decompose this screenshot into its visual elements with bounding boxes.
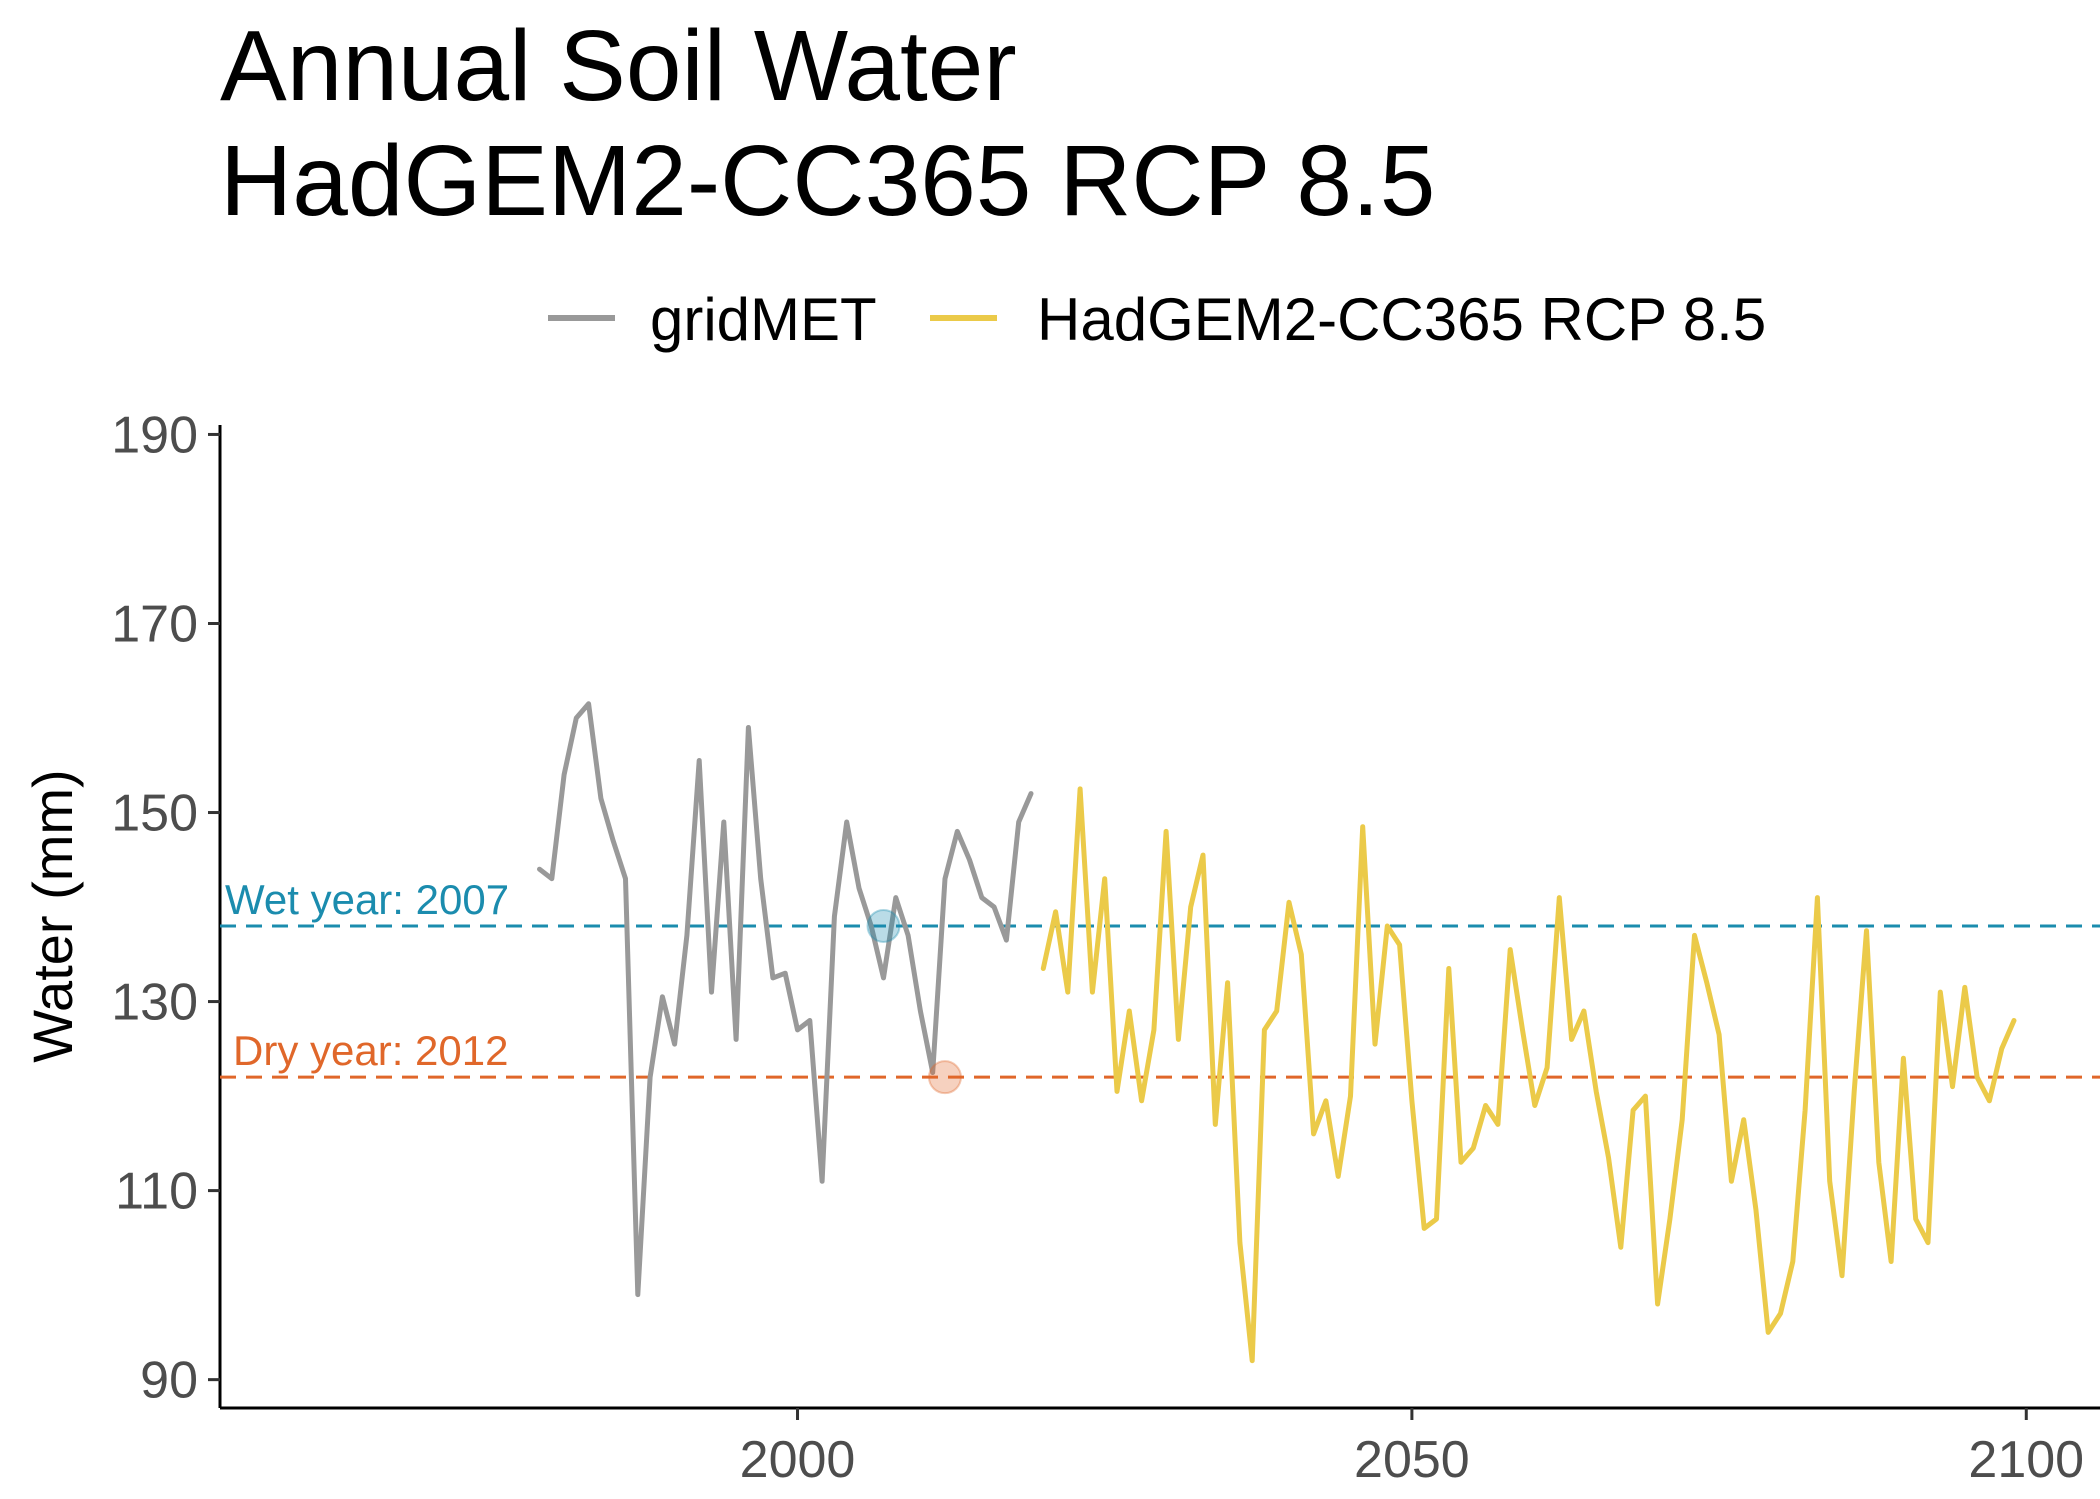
dry-year-label: Dry year: 2012	[233, 1027, 508, 1074]
x-ticks: 2000 2050 2100	[740, 1408, 2084, 1489]
wet-year-label: Wet year: 2007	[225, 876, 509, 923]
y-axis-title: Water (mm)	[21, 769, 84, 1062]
series-line-future	[1040, 786, 2017, 1364]
x-tick-label: 2000	[740, 1431, 856, 1489]
x-tick-label: 2050	[1354, 1431, 1470, 1489]
y-tick-label: 150	[111, 785, 198, 843]
legend: gridMET HadGEM2-CC365 RCP 8.5	[548, 286, 1766, 353]
reference-markers	[866, 908, 962, 1095]
chart-title-line-1: Annual Soil Water	[220, 10, 1017, 122]
legend-label-future: HadGEM2-CC365 RCP 8.5	[1037, 286, 1766, 353]
series-line-gridmet	[537, 701, 1034, 1298]
series-layer	[537, 701, 2017, 1364]
dry-year-marker	[927, 1060, 962, 1095]
wet-year-marker	[866, 908, 901, 943]
y-ticks: 90 110 130 150 170 190	[111, 406, 220, 1410]
y-tick-label: 90	[140, 1352, 198, 1410]
chart-title-line-2: HadGEM2-CC365 RCP 8.5	[220, 125, 1435, 237]
y-tick-label: 190	[111, 406, 198, 464]
x-tick-label: 2100	[1968, 1431, 2084, 1489]
y-tick-label: 130	[111, 974, 198, 1032]
y-tick-label: 110	[115, 1163, 198, 1221]
y-tick-label: 170	[111, 595, 198, 653]
legend-label-gridmet: gridMET	[650, 286, 877, 353]
